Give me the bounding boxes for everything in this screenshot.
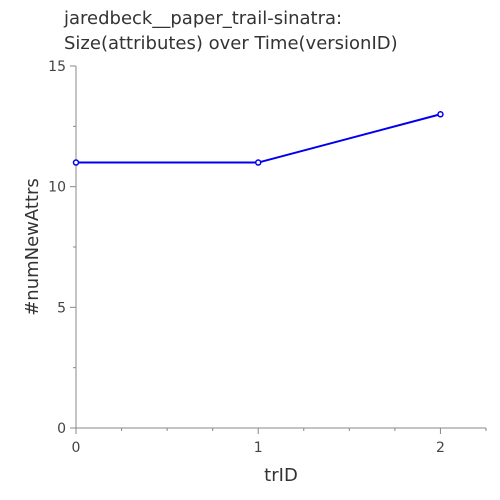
chart-title-line-1: jaredbeck__paper_trail-sinatra:: [64, 8, 343, 29]
series-line: [76, 113, 441, 164]
data-point: [254, 159, 262, 166]
ticks: 0 5 10 15 0 1 2: [48, 59, 487, 456]
x-tick-label: 1: [254, 440, 263, 456]
y-tick-label: 15: [48, 59, 66, 75]
plot-area: [72, 111, 444, 166]
data-point: [72, 159, 80, 166]
x-tick-label: 0: [72, 440, 81, 456]
x-tick-label: 2: [436, 440, 445, 456]
y-axis-title: #numNewAttrs: [22, 178, 43, 316]
chart-title: jaredbeck__paper_trail-sinatra: Size(att…: [64, 6, 398, 56]
y-tick-label: 10: [48, 180, 66, 196]
data-point: [437, 111, 444, 118]
chart-title-line-2: Size(attributes) over Time(versionID): [64, 33, 398, 54]
y-tick-label: 5: [57, 300, 66, 316]
y-tick-label: 0: [57, 421, 66, 437]
x-axis-title: trID: [264, 465, 298, 486]
axes: [75, 66, 486, 429]
